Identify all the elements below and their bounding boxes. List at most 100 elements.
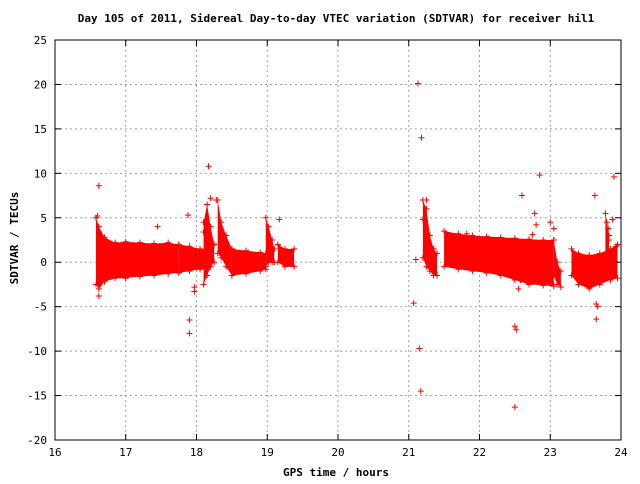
data-point xyxy=(547,219,554,226)
data-point xyxy=(418,134,425,141)
data-point xyxy=(536,172,543,179)
data-point xyxy=(610,173,617,180)
data-point xyxy=(291,263,298,270)
data-layer xyxy=(93,80,621,411)
data-point xyxy=(518,192,525,199)
data-point xyxy=(416,345,423,352)
data-cluster xyxy=(265,217,275,267)
data-point xyxy=(426,268,433,275)
data-point xyxy=(614,275,621,282)
data-point xyxy=(186,243,193,250)
data-point xyxy=(410,300,417,307)
data-point xyxy=(419,254,426,261)
data-point xyxy=(575,281,582,288)
x-tick-label: 20 xyxy=(331,446,344,459)
data-point xyxy=(550,283,557,290)
data-point xyxy=(529,231,536,238)
data-point xyxy=(441,263,448,270)
data-point xyxy=(207,195,214,202)
data-point xyxy=(455,266,462,273)
data-point xyxy=(228,272,235,279)
data-point xyxy=(586,252,593,259)
data-point xyxy=(165,239,172,246)
data-point xyxy=(423,197,430,203)
data-point xyxy=(593,316,600,323)
y-tick-label: 25 xyxy=(34,34,47,47)
data-point xyxy=(550,225,557,232)
data-point xyxy=(207,263,214,270)
data-point xyxy=(483,233,490,240)
data-point xyxy=(95,285,102,292)
data-point xyxy=(513,326,520,333)
data-point xyxy=(151,240,158,247)
data-point xyxy=(228,245,235,252)
y-tick-label: 5 xyxy=(40,212,47,225)
data-point xyxy=(154,223,161,230)
data-point xyxy=(197,266,204,273)
data-cluster xyxy=(444,231,554,287)
data-point xyxy=(204,272,211,279)
data-point xyxy=(218,219,225,226)
x-tick-label: 21 xyxy=(402,446,415,459)
data-point xyxy=(613,243,620,250)
data-point xyxy=(455,230,462,237)
data-point xyxy=(274,241,281,248)
data-point xyxy=(434,250,441,257)
y-tick-label: -15 xyxy=(27,390,47,403)
data-point xyxy=(211,259,218,266)
data-point xyxy=(531,210,538,217)
data-point xyxy=(497,272,504,279)
data-point xyxy=(568,245,575,252)
y-tick-label: -20 xyxy=(27,434,47,447)
data-point xyxy=(186,268,193,275)
data-point xyxy=(568,272,575,279)
data-point xyxy=(469,268,476,275)
data-point xyxy=(175,241,182,248)
data-point xyxy=(463,230,470,237)
data-point xyxy=(602,263,609,270)
data-point xyxy=(93,281,100,288)
data-point xyxy=(186,330,193,337)
data-cluster xyxy=(96,217,179,289)
data-point xyxy=(281,263,288,270)
data-point xyxy=(165,270,172,277)
x-axis-label: GPS time / hours xyxy=(283,466,389,479)
data-point xyxy=(257,268,264,275)
data-point xyxy=(586,285,593,292)
data-point xyxy=(214,250,221,257)
x-tick-label: 23 xyxy=(544,446,557,459)
data-point xyxy=(497,234,504,241)
data-point xyxy=(554,259,561,266)
data-point xyxy=(575,250,582,257)
x-tick-label: 19 xyxy=(261,446,274,459)
x-tick-label: 17 xyxy=(119,446,132,459)
data-point xyxy=(271,245,278,252)
data-point xyxy=(550,272,557,279)
data-point xyxy=(441,228,448,235)
data-point xyxy=(95,223,102,230)
data-point xyxy=(593,301,600,307)
data-point xyxy=(274,259,281,266)
data-point xyxy=(557,268,564,275)
data-point xyxy=(276,216,283,223)
data-point xyxy=(281,245,288,252)
data-point xyxy=(122,275,129,282)
data-point xyxy=(112,275,119,282)
data-point xyxy=(95,182,102,189)
data-cluster xyxy=(203,204,215,285)
data-point xyxy=(200,281,207,288)
data-point xyxy=(603,219,610,226)
y-tick-label: 0 xyxy=(40,256,47,269)
data-point xyxy=(204,201,211,208)
data-point xyxy=(426,232,433,239)
data-point xyxy=(94,213,101,219)
data-point xyxy=(151,272,158,279)
data-point xyxy=(200,229,207,235)
data-point xyxy=(517,277,524,283)
data-point xyxy=(602,210,609,217)
data-point xyxy=(136,273,143,280)
data-point xyxy=(423,205,430,212)
data-point xyxy=(200,219,207,226)
data-point xyxy=(101,234,108,241)
